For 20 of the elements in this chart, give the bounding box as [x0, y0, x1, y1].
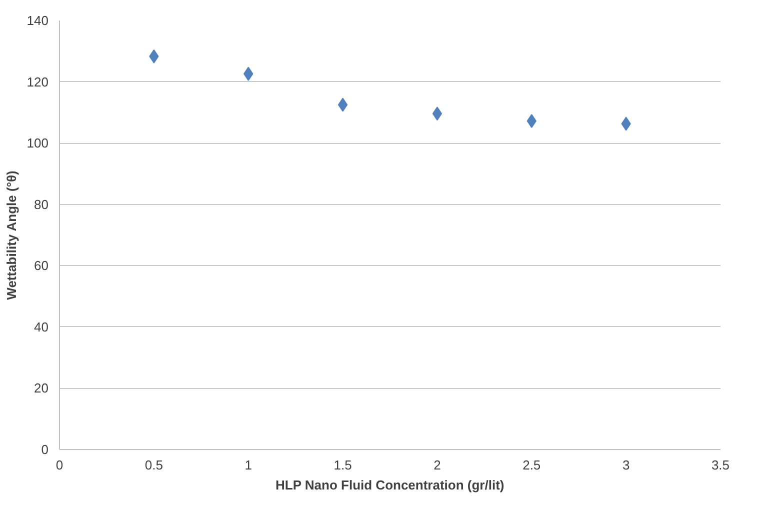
- x-tick-label: 1.5: [334, 458, 352, 472]
- x-tick-label: 1: [244, 458, 252, 472]
- x-axis-title: HLP Nano Fluid Concentration (gr/lit): [276, 478, 504, 492]
- point: [432, 106, 442, 121]
- y-tick-label: 140: [26, 13, 49, 28]
- x-tick-label: 2.5: [522, 458, 541, 472]
- y-tick-label: 120: [26, 74, 49, 90]
- y-tick-label: 40: [34, 319, 49, 334]
- y-axis-title: Wettability Angle (°θ): [4, 170, 19, 300]
- y-tick-label: 80: [34, 196, 49, 212]
- x-tick-label: 3: [622, 458, 630, 472]
- x-tick-label: 0.5: [144, 458, 163, 472]
- x-tick-label: 2: [434, 458, 441, 472]
- x-tick-label: 3.5: [711, 458, 730, 472]
- y-tick-label: 20: [34, 380, 49, 396]
- y-tick-label: 0: [41, 442, 49, 457]
- y-tick-label: 100: [26, 136, 49, 151]
- point: [338, 98, 348, 112]
- y-tick-label: 60: [34, 258, 49, 274]
- x-tick-label: 0: [56, 458, 64, 472]
